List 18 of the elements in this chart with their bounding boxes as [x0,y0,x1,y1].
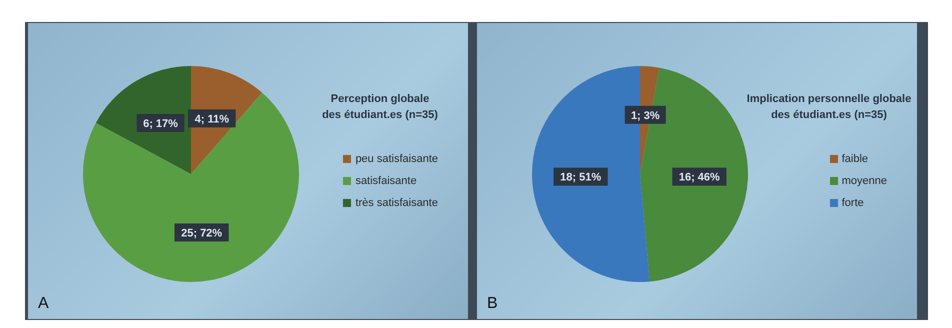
legend-label: très satisfaisante [355,197,438,209]
pie-slice [83,92,299,282]
data-label: 16; 46% [678,172,720,184]
text: A [38,295,49,313]
data-label: 4; 11% [194,113,230,126]
legend-label: faible [842,153,868,165]
legend-label: forte [842,197,864,209]
text: B [487,295,498,313]
data-label: 25; 72% [181,227,222,240]
legend-label: moyenne [842,175,887,187]
data-label: 1; 3% [630,110,660,122]
data-label: 18; 51% [560,172,602,184]
text: Implication personnelle globale des étudiant.es (n=35) [746,92,912,123]
data-label: 6; 17% [143,118,178,130]
pie-slice [640,68,748,282]
legend-label: peu satisfaisante [355,153,438,165]
text: Perception globale des étudiant.es (n=35) [321,92,439,123]
legend-label: satisfaisante [355,175,417,187]
